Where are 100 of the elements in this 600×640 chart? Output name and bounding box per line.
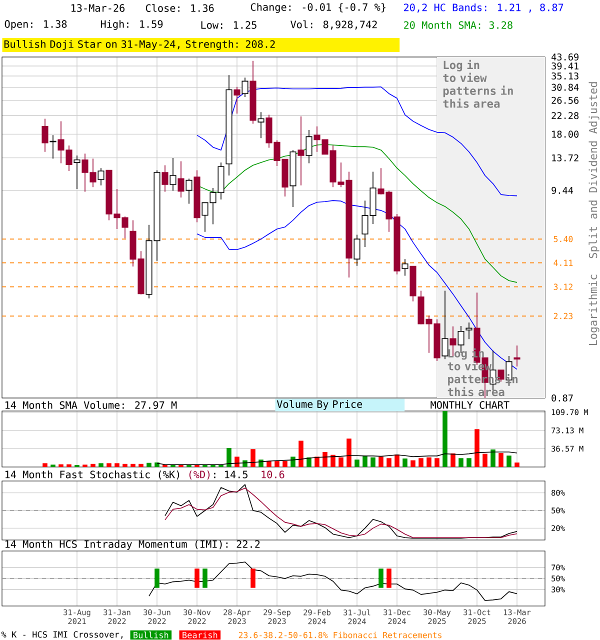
bar: [362, 456, 368, 467]
candlestick: [242, 77, 248, 98]
candlestick: [234, 86, 240, 114]
bar: [42, 463, 48, 467]
candlestick: [42, 118, 48, 152]
bar: [450, 453, 456, 467]
bar: [426, 457, 432, 467]
text: Volume By Price: [276, 400, 362, 410]
text: Close: 1.36: [146, 4, 214, 12]
bar: [410, 460, 416, 467]
y-tick-label: 22.28: [552, 112, 579, 120]
y-tick-label: 0.87: [552, 394, 573, 402]
bar: [506, 456, 512, 467]
candlestick: [186, 178, 192, 204]
y-tick-label: 13.72: [552, 154, 578, 162]
bar: [106, 463, 112, 467]
candlestick: [466, 322, 472, 340]
bar: [226, 448, 232, 467]
bar: [482, 454, 488, 467]
text: Bearish: [182, 632, 218, 638]
candlestick: [514, 345, 520, 367]
text: 10.6: [262, 470, 284, 478]
bar: [498, 453, 504, 467]
bar: [458, 458, 464, 467]
text: % K - HCS IMI Crossover,: [1, 631, 123, 639]
bar: [58, 464, 64, 467]
bar: [122, 464, 128, 467]
bar: [402, 458, 408, 467]
candlestick: [178, 160, 184, 198]
bar: [114, 463, 120, 467]
bar: [154, 462, 160, 467]
bar: [138, 464, 144, 467]
bar: [98, 463, 104, 467]
chart-title: 14 Month Fast Stochastic (%K): [5, 470, 180, 480]
bar: [314, 456, 320, 467]
bar: [298, 440, 304, 467]
bar: [322, 452, 328, 467]
text: Split and Dividend Adjusted: [588, 82, 600, 258]
text: Logarithmic: [588, 274, 600, 346]
text: Bullish: [134, 632, 168, 638]
chart-title: 14 Month HCS Intraday Momentum (IMI): 22.2: [5, 540, 260, 550]
bar: [490, 449, 496, 467]
ref-line-label: 3.12: [554, 284, 572, 290]
ref-line-label: 2.23: [554, 312, 573, 320]
text: Change: -0.01 {-0.7 %}: [250, 3, 386, 13]
bar: [338, 457, 344, 467]
text: MONTHLY CHART: [430, 401, 510, 409]
candlestick: [306, 130, 312, 164]
line-series: [148, 562, 518, 601]
text: 20,2 HC Bands: 1.21 , 8.87: [404, 3, 564, 13]
text: Low: 1.25: [201, 21, 256, 29]
text: Vol: 8,928,742: [290, 20, 377, 30]
text: Open: 1.38: [4, 20, 67, 30]
ref-line-label: 4.11: [554, 260, 573, 266]
candlestick: [442, 290, 448, 360]
candlestick: [258, 112, 264, 139]
bar: [306, 457, 312, 467]
bar: [66, 464, 72, 467]
ref-line-label: 5.40: [554, 236, 573, 242]
text: 14 Month SMA Volume: 27.97 M: [5, 401, 177, 409]
bar: [442, 410, 448, 467]
y-tick-label: 30.84: [552, 84, 579, 91]
y-tick-label: 18.00: [552, 130, 579, 138]
y-tick-label: 43.69: [552, 53, 578, 61]
band-label: Log in to view patterns in this area: [443, 60, 513, 108]
text: : 14.5: [214, 470, 248, 478]
candlestick: [354, 234, 360, 266]
text: 13-Mar-26: [71, 4, 125, 12]
bar: [346, 438, 352, 467]
bar: [514, 462, 520, 467]
candlestick: [98, 168, 104, 186]
bar: [274, 461, 280, 467]
bar: [250, 449, 256, 467]
y-tick-label: 9.44: [552, 186, 574, 194]
bar: [386, 458, 392, 467]
text: High: 1.59: [100, 20, 163, 30]
text: 20 Month SMA: 3.28: [404, 21, 512, 29]
bar: [234, 456, 240, 467]
bar: [378, 456, 384, 467]
y-tick-label: 35.13: [552, 72, 578, 80]
bar: [290, 456, 296, 467]
candlestick: [170, 158, 176, 192]
series-label: (%D): [189, 470, 210, 480]
candlestick: [298, 116, 304, 186]
bar: [466, 458, 472, 467]
bar: [330, 454, 336, 467]
bar: [474, 429, 480, 467]
bar: [394, 454, 400, 467]
bar: [354, 460, 360, 467]
candlestick: [162, 164, 168, 192]
bar: [418, 458, 424, 467]
bar: [90, 464, 96, 467]
bar: [370, 457, 376, 467]
bar: [266, 461, 272, 467]
bar: [130, 464, 136, 467]
text: 23.6-38.2-50-61.8% Fibonacci Retracements: [238, 632, 442, 638]
candlestick: [74, 155, 80, 190]
y-tick-label: 26.56: [552, 96, 579, 104]
bar: [146, 462, 152, 467]
bar: [282, 461, 288, 467]
